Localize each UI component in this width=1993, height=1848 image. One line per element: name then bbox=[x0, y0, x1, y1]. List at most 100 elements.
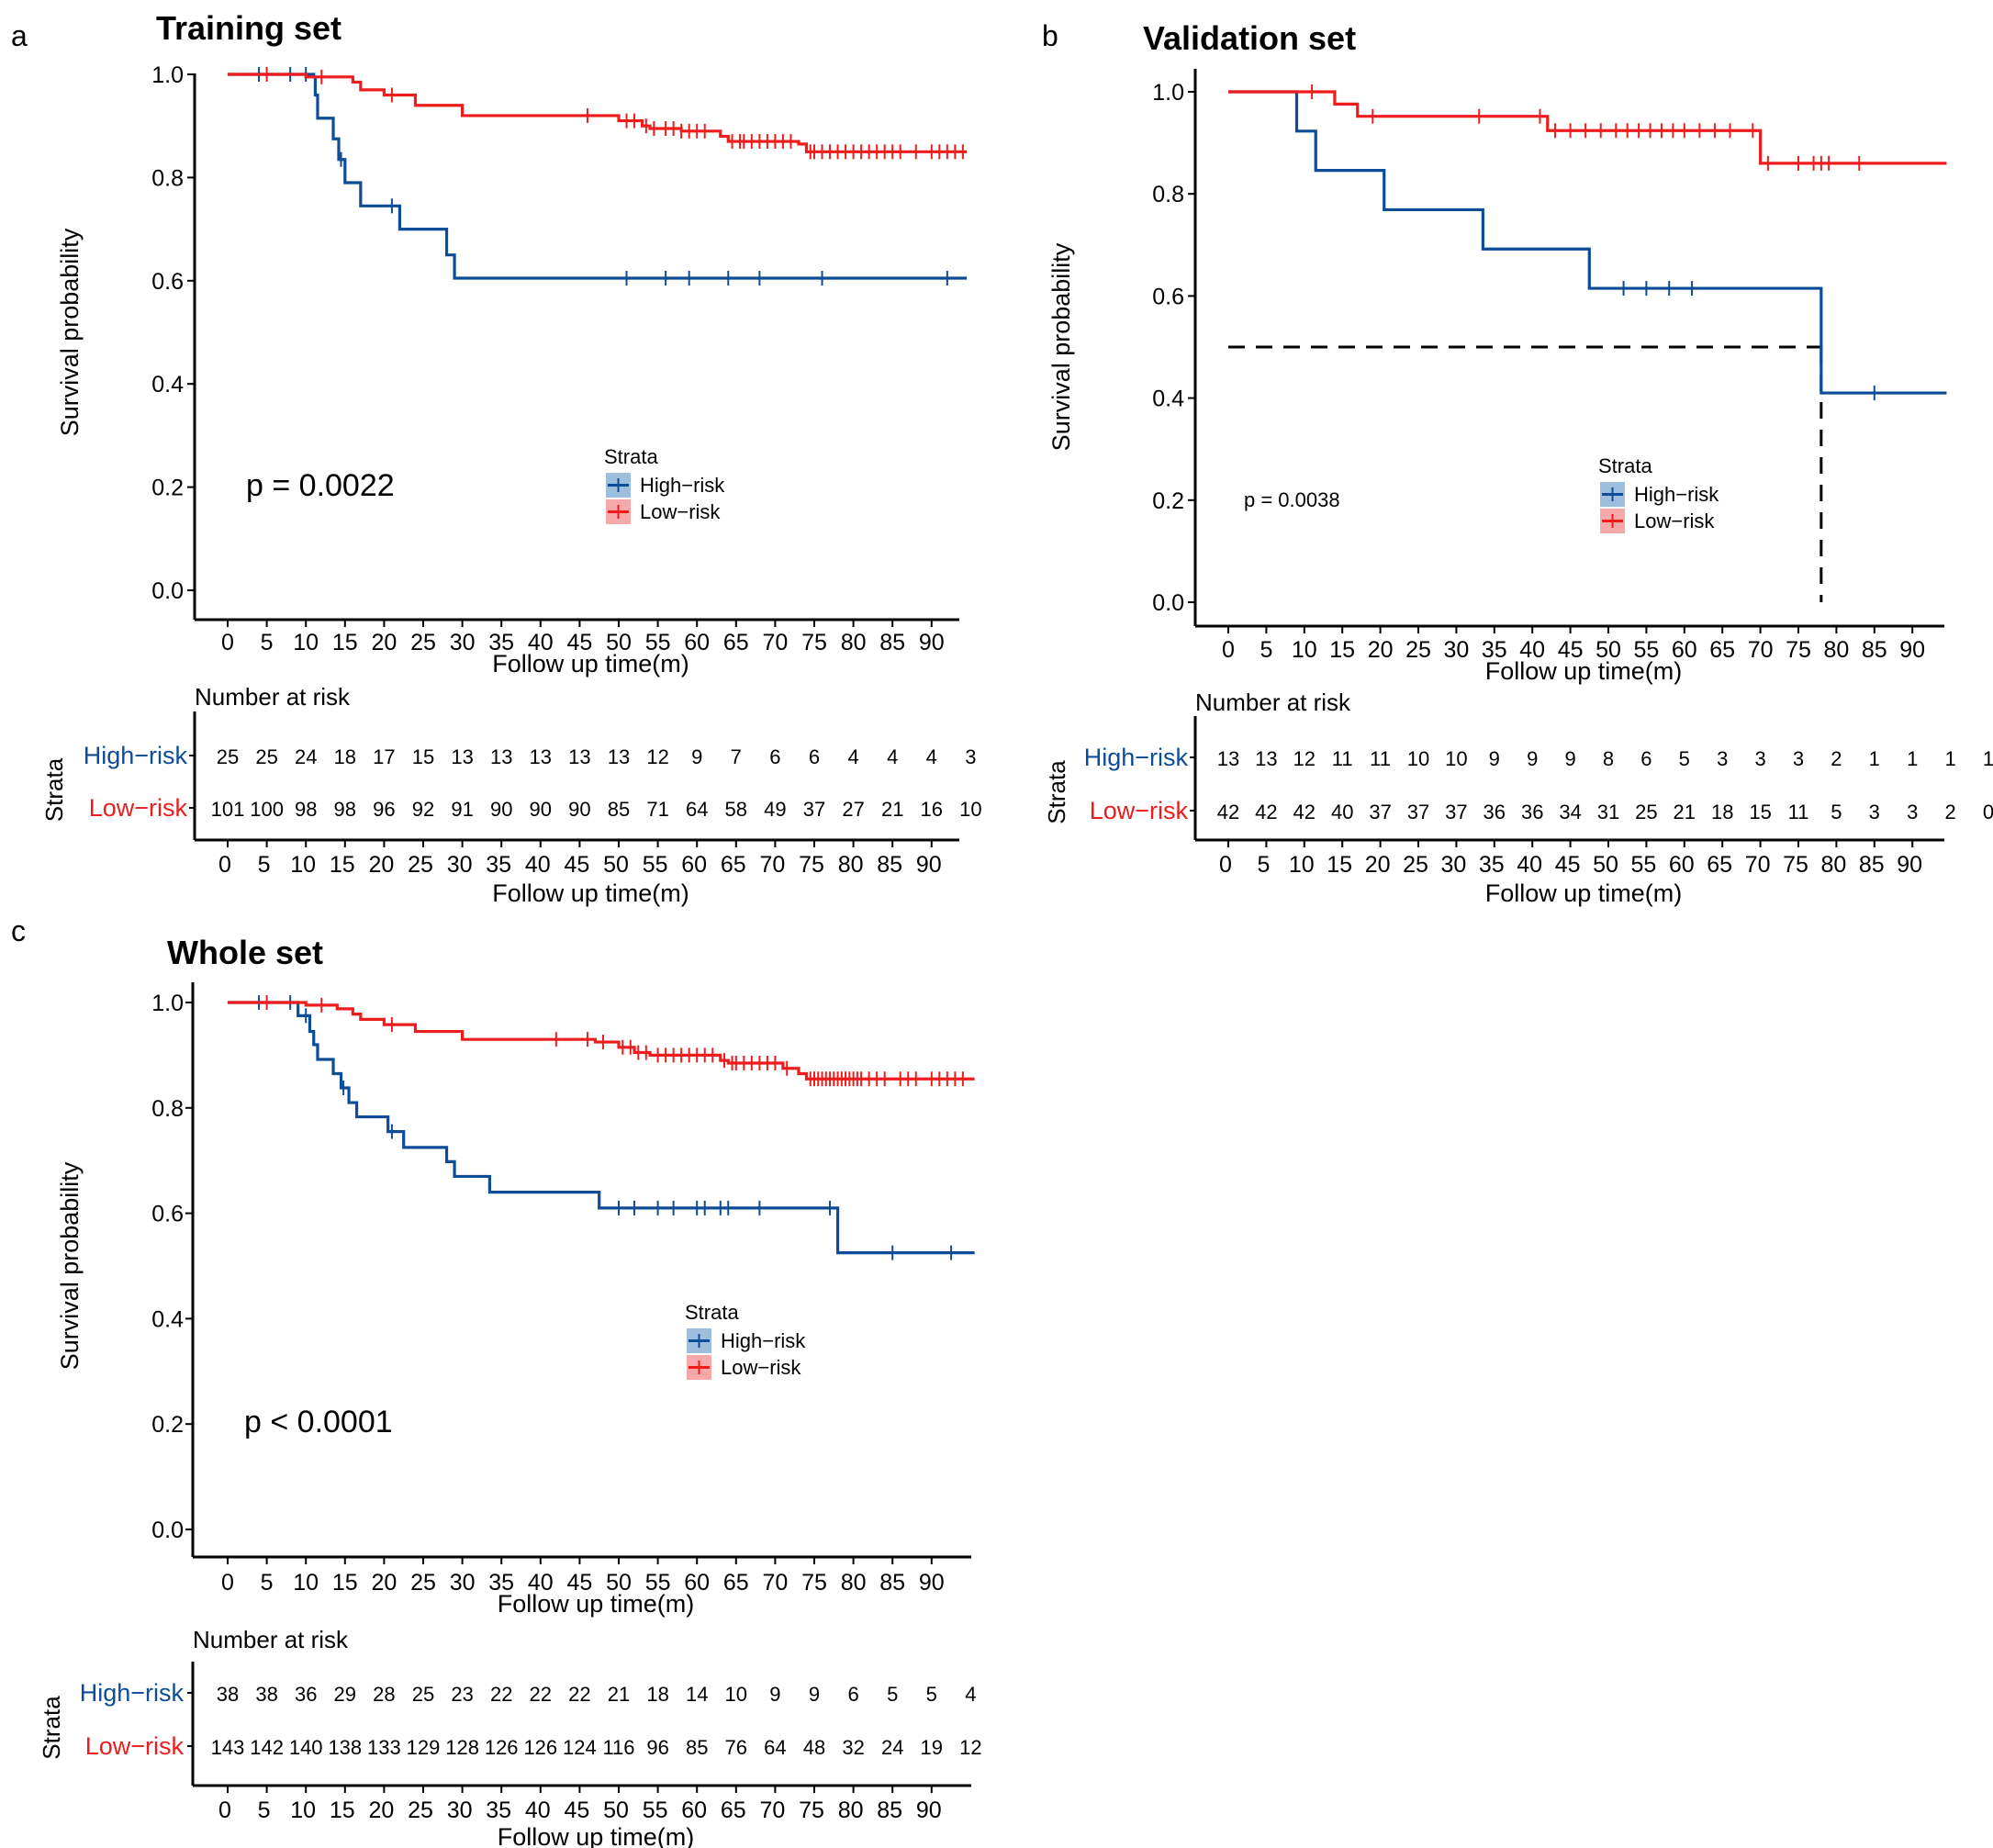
risk-count-high: 4 bbox=[887, 745, 898, 768]
risk-x-tick-label: 55 bbox=[1630, 852, 1656, 878]
risk-count-high: 6 bbox=[809, 745, 820, 768]
risk-table-title: Number at risk bbox=[195, 683, 351, 711]
legend-title: Strata bbox=[685, 1301, 739, 1324]
x-tick-label: 30 bbox=[450, 1570, 476, 1596]
x-tick-label: 5 bbox=[1260, 637, 1272, 663]
x-tick-label: 85 bbox=[879, 630, 905, 655]
risk-count-high: 7 bbox=[731, 745, 742, 768]
x-tick-label: 35 bbox=[488, 630, 514, 655]
panel-letter: a bbox=[11, 19, 28, 52]
panel-title: Validation set bbox=[1143, 19, 1356, 57]
x-tick-label: 25 bbox=[410, 1570, 436, 1596]
y-tick-label: 0.4 bbox=[151, 1306, 184, 1332]
risk-x-tick-label: 10 bbox=[1289, 852, 1315, 878]
risk-count-low: 90 bbox=[490, 798, 512, 821]
x-tick-label: 15 bbox=[332, 630, 358, 655]
risk-count-high: 1 bbox=[1907, 747, 1918, 770]
risk-x-axis-title: Follow up time(m) bbox=[492, 879, 689, 907]
risk-count-low: 96 bbox=[646, 1736, 668, 1759]
risk-count-low: 138 bbox=[328, 1736, 362, 1759]
x-tick-label: 20 bbox=[371, 630, 397, 655]
risk-count-low: 21 bbox=[881, 798, 903, 821]
y-tick-label: 0.8 bbox=[1152, 182, 1184, 207]
x-tick-label: 0 bbox=[1222, 637, 1235, 663]
panel-a: a Training set 0.00.20.40.60.81.00 5 10 15 2… bbox=[11, 9, 982, 907]
risk-count-high: 10 bbox=[1407, 747, 1429, 770]
risk-count-high: 3 bbox=[1793, 747, 1804, 770]
risk-x-tick-label: 40 bbox=[525, 1798, 551, 1823]
risk-count-high: 1 bbox=[1944, 747, 1955, 770]
y-tick-label: 0.2 bbox=[151, 1412, 184, 1438]
risk-count-low: 37 bbox=[1445, 801, 1467, 823]
x-tick-label: 80 bbox=[841, 1570, 867, 1596]
risk-count-high: 28 bbox=[373, 1683, 395, 1706]
risk-strata-title: Strata bbox=[1043, 760, 1070, 824]
risk-row-label-low: Low−risk bbox=[89, 794, 188, 822]
x-tick-label: 30 bbox=[1443, 637, 1469, 663]
p-value: p = 0.0022 bbox=[246, 468, 395, 503]
risk-count-low: 126 bbox=[523, 1736, 557, 1759]
risk-count-low: 126 bbox=[485, 1736, 519, 1759]
x-tick-label: 60 bbox=[1672, 637, 1697, 663]
risk-count-high: 3 bbox=[1717, 747, 1728, 770]
x-tick-label: 55 bbox=[645, 630, 671, 655]
y-tick-label: 1.0 bbox=[151, 991, 184, 1016]
risk-x-tick-label: 25 bbox=[1403, 852, 1428, 878]
risk-x-tick-label: 60 bbox=[681, 1798, 707, 1823]
x-tick-label: 70 bbox=[762, 1570, 788, 1596]
risk-x-tick-label: 30 bbox=[1440, 852, 1466, 878]
x-tick-label: 30 bbox=[450, 630, 476, 655]
risk-count-low: 19 bbox=[921, 1736, 943, 1759]
risk-count-high: 1 bbox=[1869, 747, 1880, 770]
risk-x-tick-label: 70 bbox=[759, 1798, 785, 1823]
risk-count-high: 6 bbox=[1640, 747, 1652, 770]
risk-count-low: 48 bbox=[803, 1736, 825, 1759]
risk-x-tick-label: 45 bbox=[564, 1798, 589, 1823]
risk-count-low: 11 bbox=[1788, 801, 1809, 823]
risk-count-low: 2 bbox=[1944, 801, 1955, 823]
risk-x-axis-title: Follow up time(m) bbox=[498, 1823, 695, 1848]
risk-count-low: 91 bbox=[451, 798, 473, 821]
risk-count-high: 13 bbox=[530, 745, 552, 768]
legend-title: Strata bbox=[1598, 454, 1652, 477]
x-tick-label: 70 bbox=[762, 630, 788, 655]
risk-row-label-high: High−risk bbox=[80, 1679, 185, 1707]
panel-letter: c bbox=[11, 914, 26, 947]
risk-x-tick-label: 45 bbox=[564, 852, 589, 878]
risk-count-high: 4 bbox=[847, 745, 858, 768]
x-tick-label: 45 bbox=[566, 1570, 592, 1596]
legend-label-high: High−risk bbox=[721, 1329, 806, 1352]
risk-count-low: 64 bbox=[764, 1736, 786, 1759]
risk-count-high: 13 bbox=[1217, 747, 1239, 770]
risk-x-tick-label: 20 bbox=[368, 1798, 394, 1823]
x-tick-label: 65 bbox=[1709, 637, 1735, 663]
x-axis-title: Follow up time(m) bbox=[492, 650, 689, 678]
risk-count-high: 4 bbox=[965, 1683, 976, 1706]
x-tick-label: 40 bbox=[528, 1570, 554, 1596]
risk-count-low: 101 bbox=[211, 798, 245, 821]
risk-count-low: 98 bbox=[334, 798, 356, 821]
risk-count-high: 17 bbox=[373, 745, 395, 768]
risk-count-high: 6 bbox=[769, 745, 780, 768]
risk-count-low: 90 bbox=[568, 798, 590, 821]
risk-x-tick-label: 45 bbox=[1555, 852, 1581, 878]
y-tick-label: 0.6 bbox=[1152, 284, 1184, 309]
x-tick-label: 65 bbox=[723, 630, 749, 655]
x-tick-label: 85 bbox=[879, 1570, 905, 1596]
y-axis-title: Survival probability bbox=[1047, 242, 1075, 451]
risk-count-high: 25 bbox=[412, 1683, 434, 1706]
x-tick-label: 75 bbox=[1786, 637, 1811, 663]
risk-count-high: 9 bbox=[809, 1683, 820, 1706]
risk-count-low: 124 bbox=[563, 1736, 597, 1759]
risk-count-low: 27 bbox=[842, 798, 864, 821]
risk-x-tick-label: 65 bbox=[721, 852, 746, 878]
y-tick-label: 0.4 bbox=[1152, 386, 1184, 412]
x-tick-label: 5 bbox=[261, 1570, 274, 1596]
y-tick-label: 0.8 bbox=[151, 1096, 184, 1122]
risk-x-tick-label: 30 bbox=[447, 1798, 473, 1823]
x-tick-label: 80 bbox=[1823, 637, 1849, 663]
risk-count-low: 31 bbox=[1597, 801, 1619, 823]
risk-count-high: 9 bbox=[1489, 747, 1500, 770]
risk-count-low: 36 bbox=[1484, 801, 1506, 823]
